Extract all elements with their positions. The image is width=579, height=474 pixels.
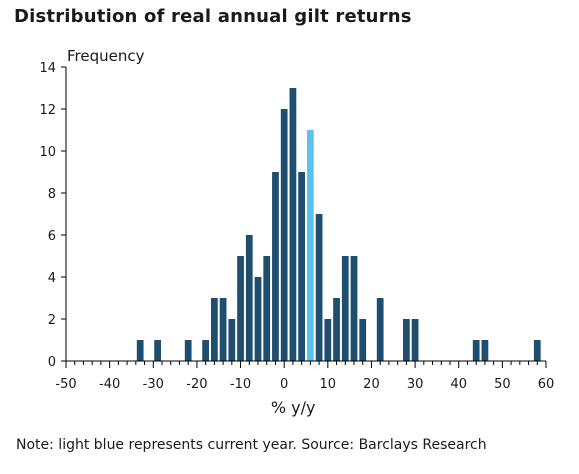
x-tick-label: -20 (186, 377, 207, 392)
y-axis-label: Frequency (67, 47, 145, 65)
histogram-bar (533, 340, 541, 361)
histogram-bar-highlight (306, 130, 314, 361)
x-axis-label: % y/y (271, 398, 316, 417)
histogram-bar (228, 319, 236, 361)
x-tick-label: 0 (280, 377, 288, 392)
histogram-bar (202, 340, 210, 361)
axes-layer (61, 66, 547, 368)
histogram-bar (245, 235, 253, 361)
histogram-bar (263, 256, 271, 361)
histogram-bar (136, 340, 144, 361)
histogram-bar (280, 109, 288, 361)
y-tick-label: 6 (48, 229, 56, 244)
x-tick-label: -50 (55, 377, 76, 392)
y-tick-label: 4 (48, 271, 56, 286)
x-tick-label: 30 (407, 377, 424, 392)
chart-title: Distribution of real annual gilt returns (14, 6, 412, 27)
histogram-bar (472, 340, 480, 361)
histogram-bar (324, 319, 332, 361)
histogram-bar (315, 214, 323, 361)
bars-layer (136, 88, 541, 361)
x-tick-label: -30 (143, 377, 164, 392)
histogram-bar (237, 256, 244, 361)
x-tick-label: 60 (538, 377, 555, 392)
histogram-bar (219, 298, 227, 361)
y-tick-label: 0 (48, 355, 56, 370)
histogram-bar (154, 340, 162, 361)
histogram-bar (411, 319, 419, 361)
y-tick-label: 8 (48, 187, 56, 202)
histogram-bar (350, 256, 358, 361)
histogram-bar (298, 172, 306, 361)
y-tick-label: 14 (39, 61, 56, 76)
x-tick-label: 20 (363, 377, 380, 392)
histogram-bar (376, 298, 384, 361)
histogram-bar (359, 319, 367, 361)
histogram-bar (210, 298, 218, 361)
histogram-bar (481, 340, 489, 361)
x-tick-label: 50 (494, 377, 511, 392)
y-tick-label: 10 (39, 145, 56, 160)
histogram-bar (341, 256, 349, 361)
histogram-bar (254, 277, 262, 361)
x-tick-label: 10 (320, 377, 337, 392)
labels-layer: 0 2 4 6 8 10 12 14 -50 -40 -30 -20 -10 0 10 20 30 40 50 60 F… (39, 47, 554, 417)
x-tick-label: -40 (99, 377, 120, 392)
histogram-bar (184, 340, 192, 361)
y-tick-label: 2 (48, 313, 56, 328)
x-tick-label: 40 (450, 377, 467, 392)
chart-note: Note: light blue represents current year… (16, 437, 487, 453)
histogram-bar (272, 172, 279, 361)
histogram-bar (289, 88, 297, 361)
x-tick-label: -10 (230, 377, 251, 392)
histogram-bar (402, 319, 410, 361)
y-tick-label: 12 (39, 103, 56, 118)
histogram-bar (333, 298, 340, 361)
